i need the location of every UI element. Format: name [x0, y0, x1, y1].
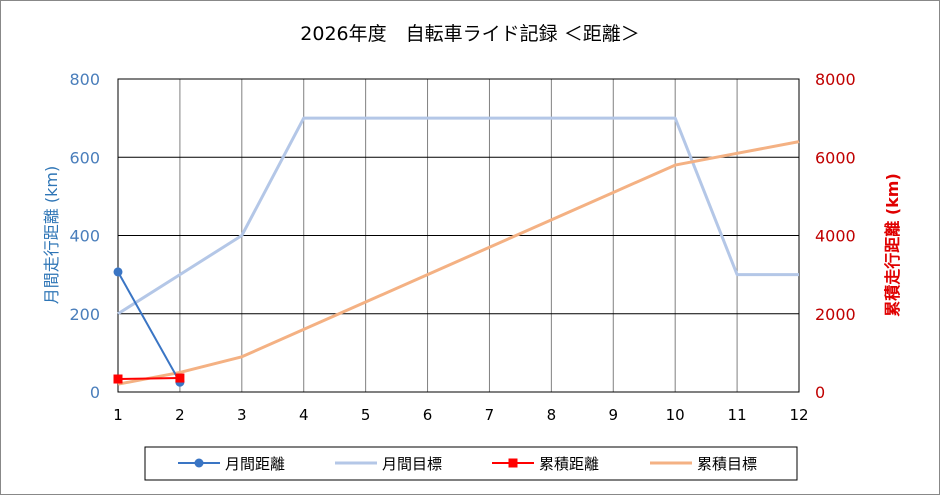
x-tick-label: 4	[299, 406, 309, 424]
legend-item: 累積距離	[492, 455, 599, 473]
right-axis-ticks: 0 2000 4000 6000 8000	[815, 70, 856, 402]
series-line	[117, 377, 180, 381]
right-tick-label: 6000	[815, 148, 856, 167]
right-tick-label: 2000	[815, 305, 856, 324]
x-tick-label: 7	[485, 406, 495, 424]
x-tick-label: 1	[113, 406, 123, 424]
series-line	[117, 271, 181, 383]
series-layer	[113, 116, 800, 387]
right-tick-label: 8000	[815, 70, 856, 89]
legend-marker	[508, 458, 518, 468]
legend-label: 月間距離	[225, 455, 285, 473]
x-axis-ticks: 1 2 3 4 5 6 7 8 9 10 11 12	[113, 406, 808, 424]
series-line	[117, 116, 799, 316]
left-tick-label: 0	[90, 383, 100, 402]
legend-item: 月間距離	[178, 455, 285, 473]
right-axis-label: 累積走行距離 (km)	[883, 173, 902, 317]
legend-label: 累積距離	[539, 455, 599, 473]
chart-title: 2026年度 自転車ライド記録 ＜距離＞	[300, 23, 639, 45]
data-point	[175, 373, 185, 383]
x-tick-label: 3	[237, 406, 247, 424]
left-tick-label: 200	[69, 305, 100, 324]
left-axis-ticks: 0 200 400 600 800	[69, 70, 100, 402]
series-2	[117, 116, 799, 316]
series-1	[113, 267, 185, 387]
x-tick-label: 11	[728, 406, 747, 424]
x-tick-label: 8	[547, 406, 557, 424]
plot-area-border	[117, 78, 800, 393]
x-tick-label: 9	[608, 406, 618, 424]
legend-label: 累積目標	[697, 455, 757, 473]
legend-item: 累積目標	[650, 455, 757, 473]
x-tick-label: 2	[175, 406, 185, 424]
x-tick-label: 12	[789, 406, 808, 424]
series-4	[117, 140, 800, 386]
right-tick-label: 4000	[815, 227, 856, 246]
x-tick-label: 5	[361, 406, 371, 424]
legend: 月間距離 月間目標 累積距離 累積目標	[144, 446, 798, 481]
legend-label: 月間目標	[382, 455, 442, 473]
left-tick-label: 400	[69, 227, 100, 246]
data-point	[113, 267, 123, 277]
data-point	[113, 374, 123, 384]
x-tick-label: 10	[666, 406, 685, 424]
legend-item: 月間目標	[335, 455, 442, 473]
series-3	[113, 373, 185, 384]
left-tick-label: 600	[69, 148, 100, 167]
left-tick-label: 800	[69, 70, 100, 89]
series-line	[117, 140, 800, 386]
right-tick-label: 0	[815, 383, 825, 402]
legend-marker	[194, 458, 204, 468]
grid	[117, 78, 800, 393]
x-tick-label: 6	[423, 406, 433, 424]
left-axis-label: 月間走行距離 (km)	[42, 166, 61, 304]
